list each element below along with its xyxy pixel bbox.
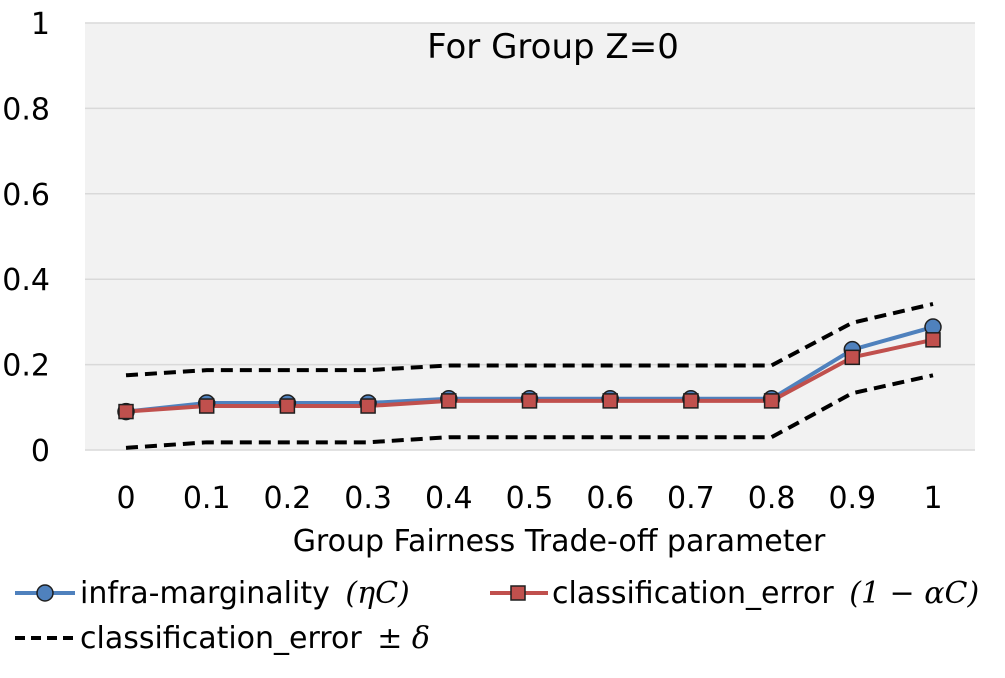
error-band-lines	[125, 302, 934, 450]
x-tick-label: 1	[923, 481, 942, 516]
x-tick-label: 0	[116, 481, 135, 516]
y-tick-label: 1	[31, 7, 50, 42]
x-tick-label: 0.9	[828, 481, 876, 516]
x-tick-label: 0.8	[748, 481, 796, 516]
legend-item-infra-marginality: infra-marginality (ηC)	[15, 576, 410, 611]
legend-label-infra-marginality: infra-marginality	[80, 576, 330, 611]
svg-text:classification_error (: classification_error (1 − αC)	[552, 576, 979, 611]
plot-area	[85, 23, 975, 450]
x-tick-label: 0.6	[586, 481, 634, 516]
x-axis-title: Group Fairness Trade-off parameter	[293, 524, 826, 559]
grid-lines	[85, 22, 975, 451]
legend-item-classification-error: classification_error (1 − αC)	[490, 576, 979, 611]
x-tick-label: 0.3	[344, 481, 392, 516]
legend: infra-marginality (ηC) classification_er…	[15, 576, 979, 656]
x-tick-label: 0.4	[425, 481, 473, 516]
point-square	[198, 398, 215, 414]
legend-marker-circle-icon	[36, 584, 54, 602]
point-square	[441, 393, 457, 409]
svg-text:infra-marginality (ηC): infra-marginality (ηC)	[80, 576, 410, 611]
point-square	[683, 393, 699, 409]
point-square	[844, 349, 861, 366]
x-tick-label: 0.7	[667, 481, 715, 516]
band-line-lower	[125, 373, 934, 450]
legend-math-infra-marginality: (ηC)	[345, 576, 409, 611]
y-tick-labels: 0 0.2 0.4 0.6 0.8 1	[2, 7, 50, 469]
y-tick-label: 0.6	[2, 178, 50, 213]
point-square	[602, 393, 618, 409]
point-square	[763, 393, 780, 409]
x-tick-labels: 0 0.1 0.2 0.3 0.4 0.5 0.6 0.7 0.8 0.9 1	[116, 481, 942, 516]
x-tick-label: 0.5	[506, 481, 554, 516]
y-tick-label: 0.4	[2, 263, 50, 298]
point-square	[118, 403, 134, 420]
x-tick-label: 0.2	[264, 481, 312, 516]
legend-marker-square-icon	[510, 585, 526, 601]
point-square	[521, 393, 538, 409]
legend-math-error-band: ± δ	[377, 621, 430, 656]
legend-label-classification-error: classification_error	[552, 576, 834, 611]
y-tick-label: 0.8	[2, 92, 50, 127]
legend-item-error-band: classification_error ± δ	[15, 621, 430, 656]
point-square	[925, 332, 941, 348]
series-markers	[117, 318, 942, 421]
y-tick-label: 0	[31, 434, 50, 469]
chart-title: For Group Z=0	[427, 27, 679, 67]
y-tick-label: 0.2	[2, 349, 50, 384]
point-square	[279, 398, 296, 414]
legend-math-classification-error: (1 − αC)	[849, 576, 979, 611]
svg-text:classification_error ±: classification_error ± δ	[80, 621, 430, 656]
legend-label-error-band: classification_error	[80, 621, 362, 656]
x-tick-label: 0.1	[183, 481, 231, 516]
band-line-upper	[125, 302, 934, 378]
point-square	[360, 398, 376, 414]
